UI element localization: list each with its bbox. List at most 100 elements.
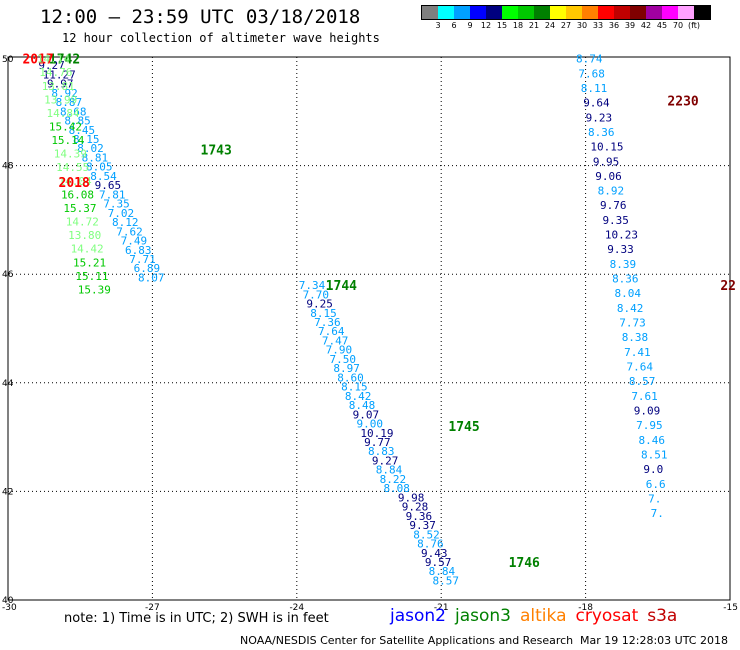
swh-value-label: 8.08: [383, 482, 410, 495]
swh-value-label: 8.39: [610, 258, 637, 271]
swh-value-label: 8.85: [64, 115, 91, 128]
swh-value-label: 8.38: [622, 331, 649, 344]
swh-value-label: 15.39: [78, 283, 111, 296]
color-scale-swatch: [438, 6, 454, 19]
y-tick-label: 46: [2, 270, 14, 280]
footer-timestamp: Mar 19 12:28:03 UTC 2018: [580, 634, 728, 647]
swh-value-label: 14.55: [56, 161, 89, 174]
swh-value-label: 8.60: [337, 371, 364, 384]
swh-value-label: 8.04: [614, 287, 641, 300]
y-tick-label: 40: [2, 596, 14, 606]
swh-value-label: 9.76: [600, 199, 627, 212]
color-scale-swatch: [502, 6, 518, 19]
swh-value-label: 10.15: [590, 141, 623, 154]
swh-value-label: 7.49: [121, 235, 148, 248]
color-scale-swatch: [646, 6, 662, 19]
swh-value-label: 8.45: [69, 124, 96, 137]
chart-subtitle: 12 hour collection of altimeter wave hei…: [62, 31, 380, 45]
legend-entry-s3a: s3a: [647, 606, 678, 626]
swh-value-label: 7.61: [631, 390, 658, 403]
swh-value-label: 7.: [648, 492, 661, 505]
swh-value-label: 8.11: [581, 82, 608, 95]
swh-value-label: 8.15: [310, 307, 337, 320]
swh-value-label: 8.92: [51, 87, 78, 100]
swh-value-label: 8.22: [380, 473, 407, 486]
x-tick-label: -30: [2, 603, 17, 613]
swh-value-label: 7.35: [103, 198, 130, 211]
swh-value-label: 7.02: [108, 207, 135, 220]
y-tick-label: 48: [2, 162, 14, 172]
y-tick-label: 50: [2, 55, 14, 65]
swh-value-label: 8.68: [60, 105, 87, 118]
swh-value-label: 9.37: [409, 519, 436, 532]
color-scale-swatch: [598, 6, 614, 19]
color-scale-swatch: [422, 6, 438, 19]
swh-value-label: 9.97: [47, 78, 74, 91]
swh-value-label: 7.90: [326, 344, 353, 357]
swh-value-label: 11.27: [43, 68, 76, 81]
swh-value-label: 14.84: [47, 107, 80, 120]
color-scale-label: 6: [451, 21, 457, 30]
legend-entry-jason2: jason2: [390, 606, 446, 626]
swh-value-label: 6.83: [125, 244, 151, 257]
swh-value-label: 6.6: [646, 478, 666, 491]
pass-time-label: 1742: [49, 53, 80, 68]
swh-value-label: 8.48: [349, 399, 376, 412]
color-scale-swatch: [614, 6, 630, 19]
pass-time-label: 22: [720, 279, 736, 294]
swh-value-label: 9.33: [607, 243, 634, 256]
swh-value-label: 9.0: [643, 463, 663, 476]
swh-value-label: 9.36: [406, 510, 433, 523]
swh-value-label: 14.76: [39, 66, 72, 79]
swh-value-label: 9.00: [356, 418, 383, 431]
color-scale-label: 24: [544, 21, 556, 30]
swh-value-label: 8.02: [77, 142, 104, 155]
swh-value-label: 7.71: [129, 253, 156, 266]
chart-note: note: 1) Time is in UTC; 2) SWH is in fe…: [64, 611, 329, 626]
legend-entry-cryosat: cryosat: [575, 606, 639, 626]
swh-value-label: 15.37: [63, 202, 96, 215]
color-scale-swatch: [486, 6, 502, 19]
pass-time-label: 1744: [326, 279, 357, 294]
swh-value-label: 9.28: [402, 501, 429, 514]
swh-value-label: 8.81: [82, 151, 109, 164]
color-scale-label: 18: [512, 21, 524, 30]
swh-value-label: 9.25: [306, 298, 333, 311]
x-tick-label: -27: [145, 603, 160, 613]
x-tick-label: -21: [434, 603, 449, 613]
swh-value-label: 10.19: [360, 427, 393, 440]
swh-value-label: 15.11: [75, 270, 108, 283]
color-scale-swatches: [421, 5, 711, 20]
swh-value-label: 8.84: [429, 565, 456, 578]
swh-value-label: 8.12: [112, 216, 139, 229]
swh-value-label: 7.62: [116, 225, 143, 238]
swh-value-label: 8.57: [433, 574, 460, 587]
chart-title: 12:00 – 23:59 UTC 03/18/2018: [40, 6, 361, 28]
swh-value-label: 6.89: [134, 262, 161, 275]
swh-value-label: 7.81: [99, 188, 126, 201]
swh-value-label: 9.35: [602, 214, 629, 227]
color-scale-label: 70: [672, 21, 684, 30]
swh-value-label: 13.81: [42, 80, 75, 93]
swh-value-label: 9.95: [593, 155, 620, 168]
swh-value-label: 7.70: [303, 288, 330, 301]
swh-value-label: 8.76: [417, 538, 444, 551]
color-scale-swatch: [454, 6, 470, 19]
color-scale-swatch: [470, 6, 486, 19]
color-scale-swatch: [662, 6, 678, 19]
color-scale-label: 9: [467, 21, 473, 30]
color-scale-swatch: [550, 6, 566, 19]
color-scale-label: 42: [640, 21, 652, 30]
footer-credit: NOAA/NESDIS Center for Satellite Applica…: [240, 634, 574, 647]
swh-value-label: 8.57: [629, 375, 656, 388]
swh-value-label: 14.42: [71, 243, 104, 256]
swh-value-label: 9.43: [421, 547, 448, 560]
x-tick-label: -18: [578, 603, 593, 613]
swh-value-label: 8.84: [376, 464, 403, 477]
swh-value-label: 9.07: [353, 408, 380, 421]
y-tick-label: 44: [2, 379, 14, 389]
swh-value-label: 7.34: [299, 279, 326, 292]
pass-time-label: 1743: [201, 143, 232, 158]
pass-time-label: 2230: [667, 94, 698, 109]
